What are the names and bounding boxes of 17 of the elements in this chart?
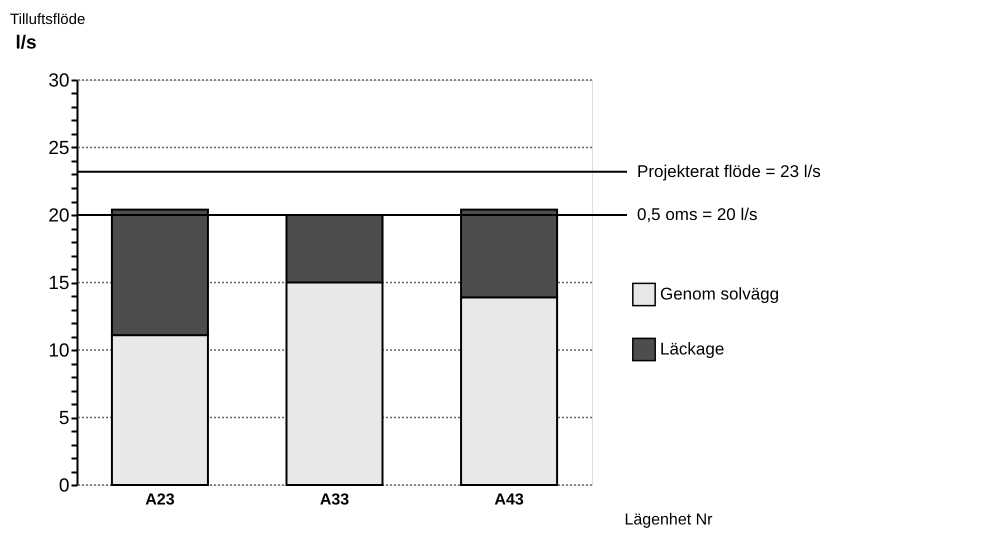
x-tick-label: A43 (494, 492, 524, 508)
x-tick-label: A23 (145, 492, 175, 508)
y-axis-title: l/s (16, 32, 37, 54)
y-tick-label: 20 (48, 206, 70, 226)
y-tick-label: 5 (58, 408, 70, 429)
y-tick-label: 15 (48, 273, 70, 294)
ref-line-label: 0,5 oms = 20 l/s (637, 205, 758, 224)
y-tick-label: 0 (58, 476, 70, 496)
chart-title: Tilluftsflöde (10, 11, 86, 28)
x-axis-title: Lägenhet Nr (624, 512, 714, 528)
y-tick-label: 10 (48, 340, 70, 362)
y-tick-label: 30 (48, 70, 70, 92)
legend-label: Läckage (660, 340, 724, 358)
legend-label: Genom solvägg (660, 284, 780, 304)
ref-line-label: Projekterat flöde = 23 l/s (637, 162, 821, 181)
x-tick-label: A33 (320, 492, 350, 508)
y-tick-label: 25 (48, 138, 70, 159)
